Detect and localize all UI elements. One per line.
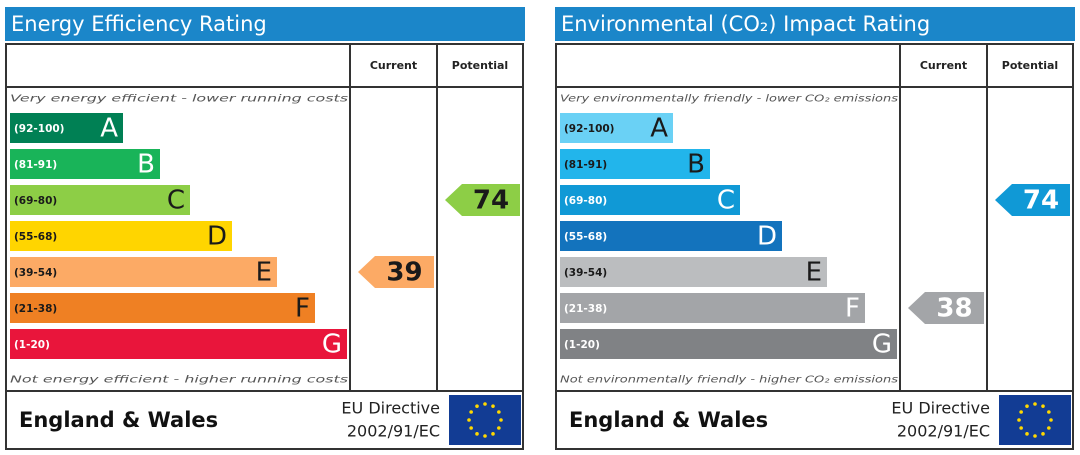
band-bar bbox=[560, 185, 740, 215]
band-range: (55-68) bbox=[14, 231, 57, 243]
column-header: Potential bbox=[452, 59, 508, 72]
band-bar bbox=[560, 221, 782, 251]
band-bar bbox=[10, 257, 277, 287]
band-bar bbox=[10, 221, 232, 251]
band-letter: C bbox=[717, 186, 735, 216]
eu-star bbox=[467, 418, 471, 422]
band-letter: C bbox=[167, 186, 185, 216]
directive: 2002/91/EC bbox=[347, 422, 440, 441]
eu-star bbox=[1025, 432, 1029, 436]
band-range: (21-38) bbox=[564, 303, 607, 315]
bottom-note: Not energy efficient - higher running co… bbox=[10, 375, 348, 386]
band-letter: B bbox=[687, 150, 705, 180]
band-range: (81-91) bbox=[564, 159, 607, 171]
band-letter: A bbox=[100, 114, 118, 144]
band-range: (81-91) bbox=[14, 159, 57, 171]
eu-star bbox=[491, 432, 495, 436]
eu-star bbox=[1025, 404, 1029, 408]
band-bar bbox=[10, 113, 123, 143]
eu-star bbox=[1019, 410, 1023, 414]
top-note: Very energy efficient - lower running co… bbox=[10, 94, 348, 105]
rating-value: 74 bbox=[1023, 186, 1059, 216]
eu-star bbox=[469, 426, 473, 430]
band-bar bbox=[10, 293, 315, 323]
band-bar bbox=[10, 149, 160, 179]
band-bar bbox=[560, 113, 673, 143]
band-bar bbox=[560, 329, 897, 359]
rating-value: 38 bbox=[936, 294, 972, 324]
band-range: (39-54) bbox=[564, 267, 607, 279]
eu-star bbox=[483, 434, 487, 438]
column-header: Potential bbox=[1002, 59, 1058, 72]
band-letter: B bbox=[137, 150, 155, 180]
band-bar bbox=[10, 329, 347, 359]
column-header: Current bbox=[370, 59, 417, 72]
title-bar bbox=[5, 7, 525, 41]
band-bar bbox=[560, 149, 710, 179]
band-range: (92-100) bbox=[564, 123, 615, 135]
eu-star bbox=[1047, 410, 1051, 414]
band-range: (69-80) bbox=[14, 195, 57, 207]
panel-title: Environmental (CO₂) Impact Rating bbox=[561, 12, 930, 36]
band-range: (69-80) bbox=[564, 195, 607, 207]
band-letter: F bbox=[295, 294, 310, 324]
rating-arrow bbox=[995, 184, 1070, 216]
band-letter: E bbox=[256, 258, 272, 288]
eu-star bbox=[1041, 432, 1045, 436]
band-range: (39-54) bbox=[14, 267, 57, 279]
band-bar bbox=[10, 185, 190, 215]
band-bar bbox=[560, 293, 865, 323]
top-note: Very environmentally friendly - lower CO… bbox=[560, 94, 898, 105]
eu-star bbox=[475, 432, 479, 436]
band-letter: G bbox=[872, 330, 892, 360]
band-letter: F bbox=[845, 294, 860, 324]
directive: 2002/91/EC bbox=[897, 422, 990, 441]
rating-arrow bbox=[908, 292, 984, 324]
eu-star bbox=[469, 410, 473, 414]
rating-panel: Environmental (CO₂) Impact Rating Current… bbox=[555, 7, 1075, 450]
band-range: (1-20) bbox=[14, 339, 50, 351]
rating-arrow bbox=[358, 256, 434, 288]
directive: EU Directive bbox=[891, 399, 990, 418]
eu-star bbox=[1033, 402, 1037, 406]
band-range: (92-100) bbox=[14, 123, 65, 135]
rating-arrow bbox=[445, 184, 520, 216]
band-letter: D bbox=[757, 222, 777, 252]
eu-star bbox=[1017, 418, 1021, 422]
panel-title: Energy Efficiency Rating bbox=[11, 12, 267, 36]
eu-star bbox=[1019, 426, 1023, 430]
eu-star bbox=[497, 410, 501, 414]
band-range: (55-68) bbox=[564, 231, 607, 243]
eu-star bbox=[475, 404, 479, 408]
eu-star bbox=[1049, 418, 1053, 422]
band-letter: E bbox=[806, 258, 822, 288]
rating-value: 74 bbox=[473, 186, 509, 216]
column-header: Current bbox=[920, 59, 967, 72]
band-letter: G bbox=[322, 330, 342, 360]
band-range: (21-38) bbox=[14, 303, 57, 315]
band-letter: D bbox=[207, 222, 227, 252]
band-letter: A bbox=[650, 114, 668, 144]
eu-star bbox=[1041, 404, 1045, 408]
eu-star bbox=[1033, 434, 1037, 438]
region: England & Wales bbox=[569, 408, 768, 432]
band-range: (1-20) bbox=[564, 339, 600, 351]
eu-star bbox=[491, 404, 495, 408]
band-bar bbox=[560, 257, 827, 287]
bottom-note: Not environmentally friendly - higher CO… bbox=[560, 375, 898, 386]
eu-star bbox=[497, 426, 501, 430]
rating-panel: Energy Efficiency Rating Current Potential… bbox=[5, 7, 525, 450]
eu-star bbox=[1047, 426, 1051, 430]
eu-star bbox=[499, 418, 503, 422]
title-bar bbox=[555, 7, 1075, 41]
region: England & Wales bbox=[19, 408, 218, 432]
rating-value: 39 bbox=[386, 258, 422, 288]
eu-star bbox=[483, 402, 487, 406]
directive: EU Directive bbox=[341, 399, 440, 418]
